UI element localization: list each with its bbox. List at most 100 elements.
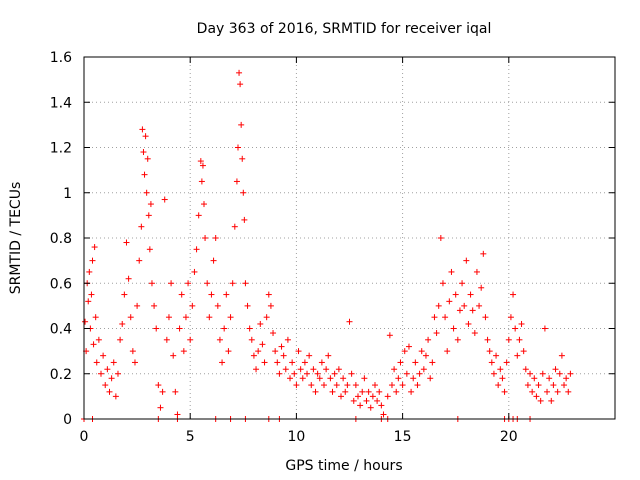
data-point: [531, 375, 538, 382]
y-tick-label: 0.2: [50, 367, 72, 383]
data-point: [344, 382, 351, 389]
data-point: [91, 244, 98, 251]
data-point: [414, 382, 421, 389]
data-point: [505, 336, 512, 343]
data-point: [369, 393, 376, 400]
data-point: [170, 352, 177, 359]
data-point: [422, 352, 429, 359]
data-point: [178, 291, 185, 298]
data-point: [338, 393, 345, 400]
data-point: [552, 366, 559, 373]
data-point: [191, 268, 198, 275]
data-point: [267, 302, 274, 309]
data-point: [335, 366, 342, 373]
axes: 0 5 10 15 20 0 0.2 0.4 0.6 0.8 1 1.2 1.4 1.6: [50, 50, 615, 445]
data-point: [240, 189, 247, 196]
data-point: [550, 382, 557, 389]
data-point: [529, 388, 536, 395]
data-point: [308, 382, 315, 389]
data-point: [221, 325, 228, 332]
data-point: [153, 325, 160, 332]
data-point: [278, 343, 285, 350]
data-point: [106, 388, 113, 395]
data-point: [147, 201, 154, 208]
data-point: [212, 235, 219, 241]
data-point: [206, 314, 213, 321]
data-point: [499, 375, 506, 382]
data-point: [556, 370, 563, 377]
data-point: [97, 370, 104, 377]
data-point: [143, 189, 150, 196]
data-point: [148, 280, 155, 287]
data-point: [437, 235, 444, 241]
data-point: [427, 375, 434, 382]
data-point: [401, 348, 408, 355]
data-point: [86, 268, 93, 275]
data-point: [195, 212, 202, 219]
data-point: [155, 382, 162, 389]
data-point: [346, 318, 353, 325]
data-point: [522, 366, 529, 373]
data-point: [331, 370, 338, 377]
data-point: [136, 257, 143, 264]
data-point: [204, 280, 211, 287]
grid: [84, 57, 615, 419]
data-point: [157, 404, 164, 411]
data-point: [197, 158, 204, 165]
data-point: [554, 388, 561, 395]
data-point: [367, 404, 374, 411]
data-point: [420, 366, 427, 373]
data-point: [241, 216, 248, 223]
data-point: [306, 352, 313, 359]
x-axis-label: GPS time / hours: [285, 458, 402, 474]
data-point: [125, 275, 132, 282]
data-point: [250, 352, 257, 359]
data-point: [380, 411, 387, 418]
data-point: [412, 359, 419, 366]
data-point: [293, 382, 300, 389]
y-tick-label: 0: [63, 412, 72, 428]
data-point: [146, 246, 153, 253]
data-point: [405, 343, 412, 350]
data-point: [112, 393, 119, 400]
data-point: [488, 359, 495, 366]
data-point: [435, 302, 442, 309]
data-point: [425, 336, 432, 343]
data-point: [297, 366, 304, 373]
data-point: [198, 178, 205, 185]
data-point: [393, 388, 400, 395]
data-point: [187, 336, 194, 343]
data-point: [397, 359, 404, 366]
data-point: [231, 223, 238, 230]
data-point: [318, 359, 325, 366]
data-point: [310, 366, 317, 373]
data-point: [565, 388, 572, 395]
data-point: [403, 370, 410, 377]
data-point: [471, 330, 478, 337]
data-point: [161, 196, 168, 203]
data-point: [261, 359, 268, 366]
data-point: [123, 239, 130, 246]
data-point: [287, 375, 294, 382]
data-point: [446, 298, 453, 305]
data-point: [314, 370, 321, 377]
data-point: [233, 178, 240, 185]
data-point: [272, 348, 279, 355]
data-point: [291, 370, 298, 377]
data-point: [461, 302, 468, 309]
data-point: [359, 388, 366, 395]
y-tick-label: 0.4: [50, 322, 72, 338]
data-point: [442, 314, 449, 321]
data-point: [139, 126, 146, 133]
data-point: [119, 320, 126, 327]
data-point: [201, 201, 208, 208]
data-point: [365, 388, 372, 395]
data-point: [270, 330, 277, 337]
y-tick-label: 0.8: [50, 231, 72, 247]
data-point: [180, 348, 187, 355]
data-point: [225, 348, 232, 355]
data-point: [444, 348, 451, 355]
data-point: [548, 397, 555, 404]
data-point: [208, 291, 215, 298]
